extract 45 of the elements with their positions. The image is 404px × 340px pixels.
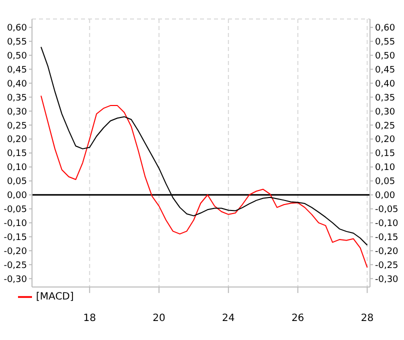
y2-tick-label: 0,15 <box>375 149 396 160</box>
x-tick-label: 28 <box>360 313 374 324</box>
y2-tick-label: 0,45 <box>375 65 396 76</box>
y2-tick-label: 0,55 <box>375 38 396 48</box>
y-tick-label: 0,30 <box>6 107 28 118</box>
y-tick-label: 0,50 <box>6 51 28 62</box>
y2-tick-label: 0,00 <box>375 191 396 202</box>
y-tick-label: 0,25 <box>6 121 27 132</box>
x-tick-label: 18 <box>83 313 96 324</box>
y-tick-label: 0,05 <box>6 177 27 188</box>
y2-tick-label: -0,05 <box>375 205 398 216</box>
y2-tick-label: -0,15 <box>375 232 398 243</box>
line-series <box>40 95 368 268</box>
y-tick-label: 0,00 <box>6 191 28 202</box>
y-tick-label: 0,40 <box>6 79 28 90</box>
y2-tick-label: 0,35 <box>375 93 396 104</box>
y-tick-label: 0,10 <box>6 163 28 174</box>
y-tick-label: 0,20 <box>6 135 28 146</box>
y2-tick-label: 0,25 <box>375 121 396 132</box>
y-tick-label: 0,55 <box>6 38 27 48</box>
y2-tick-label: 0,60 <box>375 24 396 34</box>
y-tick-label: -0,25 <box>4 260 27 271</box>
y-tick-label: -0,10 <box>4 218 28 229</box>
y-tick-label: -0,05 <box>4 205 27 216</box>
y-tick-label: -0,30 <box>4 274 28 285</box>
y-tick-label: 0,15 <box>6 149 27 160</box>
y-tick-label: -0,15 <box>4 232 27 243</box>
y2-tick-label: 0,30 <box>375 107 396 118</box>
legend-label: [MACD] <box>36 292 74 303</box>
y-tick-label: 0,60 <box>6 24 28 34</box>
y2-tick-label: 0,50 <box>375 51 396 62</box>
x-tick-label: 24 <box>222 313 235 324</box>
y-tick-label: 0,35 <box>6 93 27 104</box>
x-tick-label: 26 <box>291 313 304 324</box>
y-tick-label: 0,45 <box>6 65 27 76</box>
y2-tick-label: 0,40 <box>375 79 396 90</box>
y-tick-label: -0,20 <box>4 246 28 257</box>
y2-tick-label: -0,10 <box>375 218 399 229</box>
y2-tick-label: -0,20 <box>375 246 399 257</box>
y2-tick-label: -0,25 <box>375 260 398 271</box>
y2-tick-label: 0,10 <box>375 163 396 174</box>
y2-tick-label: 0,05 <box>375 177 396 188</box>
y2-tick-label: -0,30 <box>375 274 399 285</box>
x-tick-label: 20 <box>152 313 166 324</box>
y2-tick-label: 0,20 <box>375 135 396 146</box>
